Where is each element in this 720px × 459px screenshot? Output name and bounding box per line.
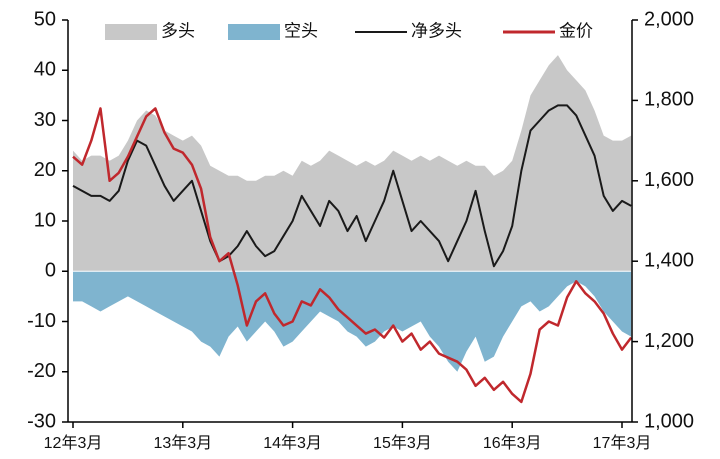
x-tick-label: 16年3月 bbox=[483, 434, 542, 452]
area bbox=[73, 55, 632, 272]
legend-label: 金价 bbox=[559, 21, 593, 40]
line bbox=[72, 107, 633, 404]
x-tick-label: 13年3月 bbox=[153, 434, 212, 452]
y-tick-label: 0 bbox=[45, 260, 56, 282]
y-tick-label: -10 bbox=[27, 310, 56, 332]
x-tick-label: 17年3月 bbox=[593, 434, 652, 452]
legend-label: 净多头 bbox=[411, 21, 462, 40]
y2-tick-label: 1,200 bbox=[644, 330, 694, 352]
y2-tick-label: 2,000 bbox=[644, 8, 694, 30]
x-tick-label: 14年3月 bbox=[263, 434, 322, 452]
y2-tick-label: 1,000 bbox=[644, 410, 694, 432]
y-tick-label: 40 bbox=[34, 59, 56, 81]
y-tick-label: 50 bbox=[34, 8, 56, 30]
y2-tick-label: 1,400 bbox=[644, 249, 694, 271]
y2-tick-label: 1,800 bbox=[644, 89, 694, 111]
line bbox=[72, 104, 632, 268]
y-tick-label: -20 bbox=[27, 360, 56, 382]
y-tick-label: 10 bbox=[34, 209, 56, 231]
legend-label: 空头 bbox=[284, 21, 318, 40]
y-tick-label: 20 bbox=[34, 159, 56, 181]
legend-label: 多头 bbox=[161, 21, 195, 40]
legend-swatch bbox=[228, 24, 280, 40]
x-tick-label: 15年3月 bbox=[373, 434, 432, 452]
legend-swatch bbox=[105, 24, 157, 40]
y-tick-label: 30 bbox=[34, 109, 56, 131]
y2-tick-label: 1,600 bbox=[644, 169, 694, 191]
x-tick-label: 12年3月 bbox=[44, 434, 103, 452]
y-tick-label: -30 bbox=[27, 410, 56, 432]
